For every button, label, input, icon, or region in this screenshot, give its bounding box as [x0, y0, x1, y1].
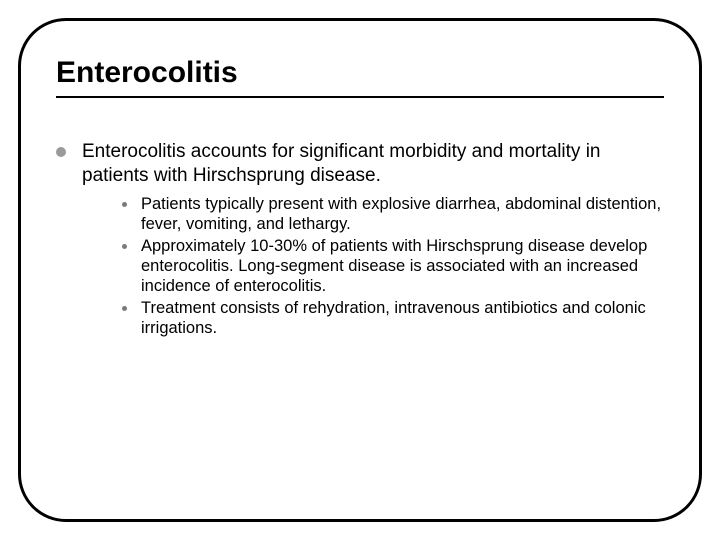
bullet-marker-icon	[122, 244, 127, 249]
bullet-marker-icon	[56, 147, 66, 157]
sub-bullet-text: Patients typically present with explosiv…	[141, 194, 664, 234]
bullet-marker-icon	[122, 306, 127, 311]
slide-content: Enterocolitis Enterocolitis accounts for…	[56, 56, 664, 340]
sub-bullet: Approximately 10-30% of patients with Hi…	[122, 236, 664, 296]
sub-bullet-list: Patients typically present with explosiv…	[122, 194, 664, 339]
title-underline	[56, 96, 664, 98]
main-bullet-text: Enterocolitis accounts for significant m…	[82, 140, 664, 188]
slide-title: Enterocolitis	[56, 56, 664, 96]
sub-bullet-text: Approximately 10-30% of patients with Hi…	[141, 236, 664, 296]
sub-bullet: Treatment consists of rehydration, intra…	[122, 298, 664, 338]
bullet-marker-icon	[122, 202, 127, 207]
sub-bullet: Patients typically present with explosiv…	[122, 194, 664, 234]
main-bullet: Enterocolitis accounts for significant m…	[56, 140, 664, 188]
sub-bullet-text: Treatment consists of rehydration, intra…	[141, 298, 664, 338]
